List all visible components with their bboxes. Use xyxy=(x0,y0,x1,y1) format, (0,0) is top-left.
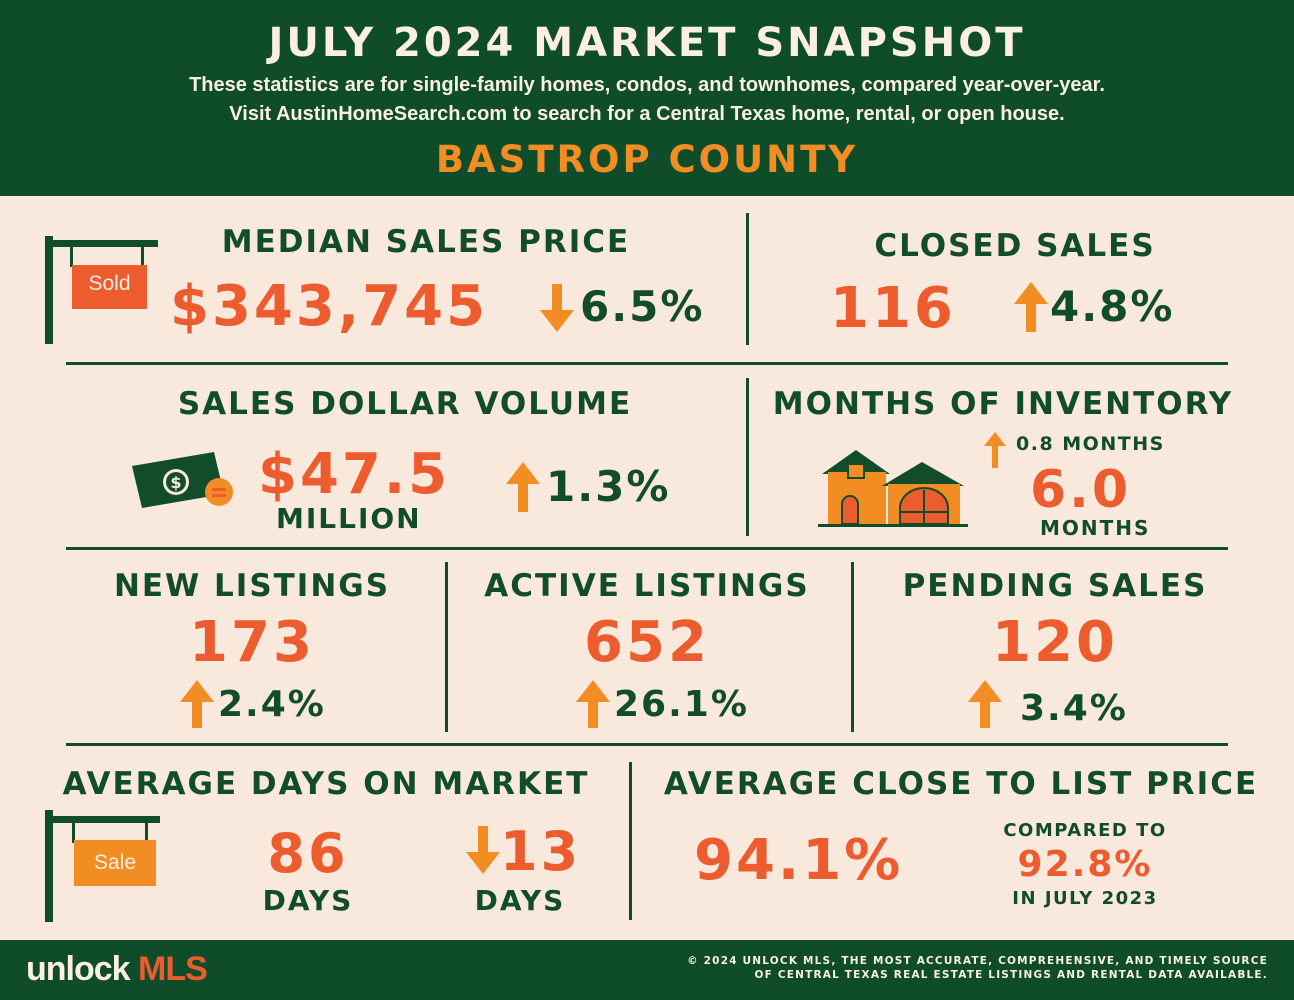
svg-text:$: $ xyxy=(170,473,181,492)
avg-close-to-list-label: AVERAGE CLOSE TO LIST PRICE xyxy=(663,766,1259,802)
subtitle-line-2: Visit AustinHomeSearch.com to search for… xyxy=(229,103,1065,125)
closed-sales-change: 4.8% xyxy=(1050,282,1175,331)
pending-sales-change: 3.4% xyxy=(1020,688,1128,729)
divider xyxy=(66,362,1228,365)
sale-sign-text: Sale xyxy=(93,851,137,874)
closed-sales-value: 116 xyxy=(830,276,956,341)
arrow-up-icon xyxy=(968,680,1002,728)
new-listings-change: 2.4% xyxy=(218,684,326,725)
avg-days-on-market-unit: DAYS xyxy=(262,884,354,917)
arrow-up-icon xyxy=(506,462,540,512)
sales-dollar-volume-change: 1.3% xyxy=(546,462,671,511)
avg-days-on-market-label: AVERAGE DAYS ON MARKET xyxy=(62,766,590,802)
new-listings-label: NEW LISTINGS xyxy=(113,568,391,604)
page-title: JULY 2024 MARKET SNAPSHOT xyxy=(268,20,1026,66)
arrow-down-icon xyxy=(466,826,500,874)
copyright-line-2: OF CENTRAL TEXAS REAL ESTATE LISTINGS AN… xyxy=(754,969,1268,981)
pending-sales-label: PENDING SALES xyxy=(902,568,1208,604)
avg-days-on-market-change: 13 xyxy=(500,820,582,883)
arrow-down-icon xyxy=(540,284,574,332)
sold-sign-icon xyxy=(45,236,158,344)
active-listings-label: ACTIVE LISTINGS xyxy=(484,568,810,604)
sold-sign-text: Sold xyxy=(88,272,131,295)
arrow-up-icon xyxy=(984,432,1006,468)
median-sales-price-value: $343,745 xyxy=(170,274,489,339)
compared-label: COMPARED TO xyxy=(1003,820,1167,841)
sales-dollar-volume-label: SALES DOLLAR VOLUME xyxy=(177,386,633,422)
money-icon: $ xyxy=(132,452,233,508)
sale-sign-icon xyxy=(45,810,160,922)
avg-days-on-market-value: 86 xyxy=(267,822,349,885)
divider xyxy=(445,562,448,732)
divider xyxy=(629,762,632,920)
months-of-inventory-label: MONTHS OF INVENTORY xyxy=(772,386,1234,422)
houses-icon xyxy=(818,450,968,527)
compared-value: 92.8% xyxy=(1017,844,1153,885)
divider xyxy=(66,743,1228,746)
active-listings-value: 652 xyxy=(584,610,710,675)
arrow-up-icon xyxy=(1014,282,1048,332)
divider xyxy=(746,378,749,536)
pending-sales-value: 120 xyxy=(992,610,1118,675)
footer: unlock MLS © 2024 UNLOCK MLS, THE MOST A… xyxy=(0,940,1294,1000)
copyright-line-1: © 2024 UNLOCK MLS, THE MOST ACCURATE, CO… xyxy=(687,955,1268,967)
months-of-inventory-change: 0.8 MONTHS xyxy=(1016,433,1165,455)
sales-dollar-volume-value: $47.5 xyxy=(258,442,451,507)
months-of-inventory-value: 6.0 xyxy=(1030,460,1132,520)
unlock-mls-logo: unlock MLS xyxy=(26,950,208,989)
new-listings-value: 173 xyxy=(189,610,315,675)
closed-sales-label: CLOSED SALES xyxy=(874,228,1156,264)
divider xyxy=(746,213,749,345)
median-sales-price-label: MEDIAN SALES PRICE xyxy=(221,224,631,260)
logo-text-orange: MLS xyxy=(138,950,208,988)
avg-close-to-list-value: 94.1% xyxy=(694,828,904,893)
divider xyxy=(851,562,854,732)
subtitle-line-1: These statistics are for single-family h… xyxy=(189,74,1105,96)
header-banner: JULY 2024 MARKET SNAPSHOT These statisti… xyxy=(0,0,1294,196)
arrow-up-icon xyxy=(180,680,214,728)
months-of-inventory-unit: MONTHS xyxy=(1040,516,1151,540)
median-sales-price-change: 6.5% xyxy=(580,282,705,331)
county-name: BASTROP COUNTY xyxy=(435,138,859,181)
avg-days-on-market-change-unit: DAYS xyxy=(474,884,566,917)
sales-dollar-volume-unit: MILLION xyxy=(276,502,422,535)
divider xyxy=(66,547,1228,550)
arrow-up-icon xyxy=(576,680,610,728)
logo-text-white: unlock xyxy=(26,950,131,988)
active-listings-change: 26.1% xyxy=(614,684,749,725)
compared-period: IN JULY 2023 xyxy=(1012,888,1158,909)
